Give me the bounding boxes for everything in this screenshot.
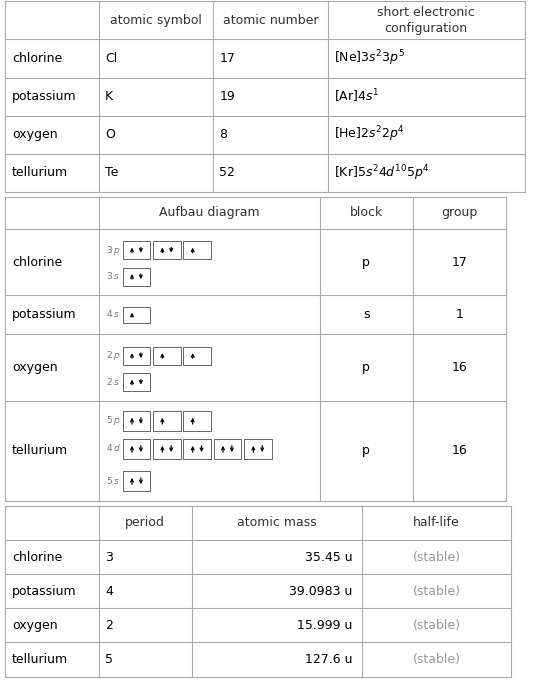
Bar xyxy=(183,411,211,431)
Bar xyxy=(122,307,150,323)
Text: short electronic
configuration: short electronic configuration xyxy=(377,6,475,35)
Text: 19: 19 xyxy=(219,90,235,103)
Text: 4: 4 xyxy=(106,445,112,454)
Text: O: O xyxy=(105,128,115,141)
Text: potassium: potassium xyxy=(12,308,76,322)
Text: [Kr]5$s^2$4$d^{10}$5$p^4$: [Kr]5$s^2$4$d^{10}$5$p^4$ xyxy=(334,163,430,182)
Text: 16: 16 xyxy=(452,361,467,374)
Text: p: p xyxy=(114,245,119,254)
Text: [Ne]3$s^2$3$p^5$: [Ne]3$s^2$3$p^5$ xyxy=(334,49,405,68)
Text: s: s xyxy=(114,477,118,486)
Text: [Ar]4$s^1$: [Ar]4$s^1$ xyxy=(334,88,379,105)
Text: 3: 3 xyxy=(105,551,113,564)
Text: 39.0983 u: 39.0983 u xyxy=(289,585,352,598)
Text: p: p xyxy=(114,416,119,425)
Bar xyxy=(122,439,150,459)
Text: 4: 4 xyxy=(105,585,113,598)
Bar xyxy=(213,439,241,459)
Text: 5: 5 xyxy=(105,653,113,666)
Text: 5: 5 xyxy=(106,477,112,486)
Text: block: block xyxy=(349,206,383,219)
Text: p: p xyxy=(362,361,370,374)
Text: Te: Te xyxy=(105,166,118,180)
Text: potassium: potassium xyxy=(12,90,76,103)
Text: oxygen: oxygen xyxy=(12,361,57,374)
Bar xyxy=(122,268,150,286)
Text: group: group xyxy=(441,206,477,219)
Bar xyxy=(244,439,271,459)
Bar xyxy=(183,347,211,364)
Text: (stable): (stable) xyxy=(413,619,461,632)
Text: Aufbau diagram: Aufbau diagram xyxy=(159,206,259,219)
Bar xyxy=(183,241,211,259)
Text: chlorine: chlorine xyxy=(12,52,62,65)
Bar xyxy=(122,241,150,259)
Text: d: d xyxy=(114,445,119,454)
Text: 52: 52 xyxy=(219,166,235,180)
Text: s: s xyxy=(114,377,118,387)
Text: half-life: half-life xyxy=(413,517,460,530)
Text: 2: 2 xyxy=(105,619,113,632)
Bar xyxy=(122,347,150,364)
Text: tellurium: tellurium xyxy=(12,445,68,458)
Text: 17: 17 xyxy=(452,256,467,269)
Bar xyxy=(122,411,150,431)
Bar xyxy=(153,439,181,459)
Text: s: s xyxy=(114,272,118,281)
Text: tellurium: tellurium xyxy=(12,166,68,180)
Text: (stable): (stable) xyxy=(413,551,461,564)
Bar xyxy=(153,241,181,259)
Text: s: s xyxy=(114,310,118,320)
Bar xyxy=(122,471,150,491)
Text: 8: 8 xyxy=(219,128,228,141)
Text: (stable): (stable) xyxy=(413,585,461,598)
Text: 5: 5 xyxy=(106,416,112,425)
Text: 3: 3 xyxy=(106,272,112,281)
Text: Cl: Cl xyxy=(105,52,117,65)
Text: potassium: potassium xyxy=(12,585,76,598)
Bar xyxy=(122,373,150,391)
Text: s: s xyxy=(363,308,370,322)
Text: p: p xyxy=(114,351,119,360)
Text: 1: 1 xyxy=(455,308,463,322)
Text: 17: 17 xyxy=(219,52,235,65)
Text: [He]2$s^2$2$p^4$: [He]2$s^2$2$p^4$ xyxy=(334,125,405,144)
Text: 15.999 u: 15.999 u xyxy=(297,619,352,632)
Text: 2: 2 xyxy=(106,377,112,387)
Text: chlorine: chlorine xyxy=(12,551,62,564)
Text: atomic mass: atomic mass xyxy=(237,517,317,530)
Text: atomic number: atomic number xyxy=(223,14,318,27)
Text: 16: 16 xyxy=(452,445,467,458)
Text: oxygen: oxygen xyxy=(12,619,57,632)
Text: (stable): (stable) xyxy=(413,653,461,666)
Bar xyxy=(153,411,181,431)
Text: p: p xyxy=(362,445,370,458)
Text: 3: 3 xyxy=(106,245,112,254)
Bar xyxy=(183,439,211,459)
Text: 35.45 u: 35.45 u xyxy=(305,551,352,564)
Text: K: K xyxy=(105,90,113,103)
Text: atomic symbol: atomic symbol xyxy=(110,14,202,27)
Text: 4: 4 xyxy=(106,310,112,320)
Text: period: period xyxy=(125,517,165,530)
Text: tellurium: tellurium xyxy=(12,653,68,666)
Text: oxygen: oxygen xyxy=(12,128,57,141)
Text: p: p xyxy=(362,256,370,269)
Text: chlorine: chlorine xyxy=(12,256,62,269)
Text: 2: 2 xyxy=(106,351,112,360)
Text: 127.6 u: 127.6 u xyxy=(305,653,352,666)
Bar xyxy=(153,347,181,364)
